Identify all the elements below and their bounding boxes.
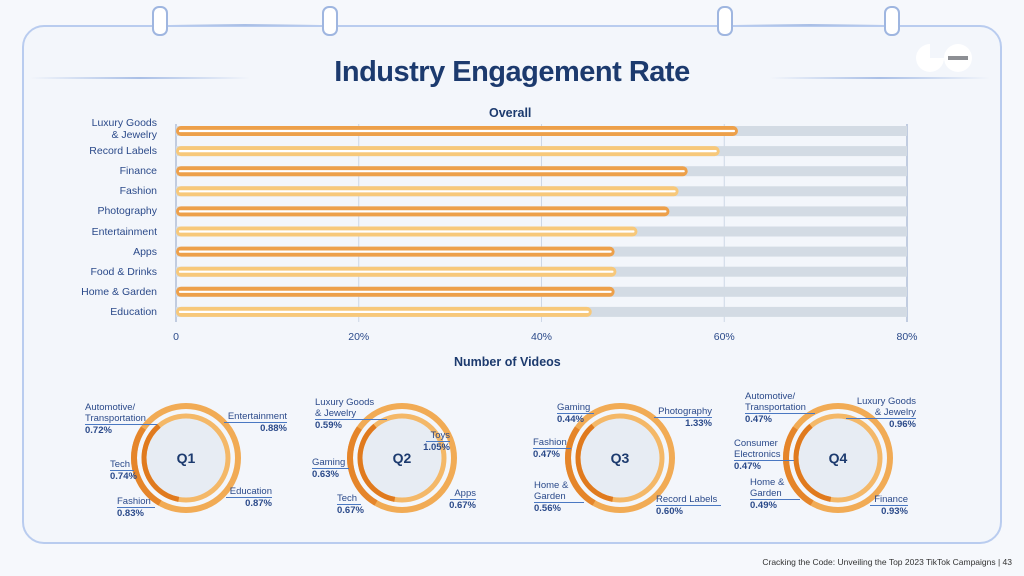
donut-label: Gaming 0.63% bbox=[312, 457, 350, 480]
category-label: Food & Drinks bbox=[90, 266, 157, 278]
donut-center-label: Q3 bbox=[611, 450, 630, 466]
donut-label: Consumer Electronics 0.47% bbox=[734, 438, 794, 472]
donut-label: Toys 1.05% bbox=[423, 430, 450, 453]
category-label: Entertainment bbox=[92, 226, 157, 238]
binder-ring bbox=[322, 6, 338, 36]
donut-label: Apps 0.67% bbox=[449, 488, 476, 511]
category-label: Education bbox=[110, 306, 157, 318]
donut-segment bbox=[575, 423, 614, 502]
donut-segment bbox=[131, 426, 162, 506]
donut-label: Entertainment 0.88% bbox=[205, 411, 287, 434]
binder-ring bbox=[884, 6, 900, 36]
donut-segment bbox=[565, 426, 596, 506]
brand-logo bbox=[916, 44, 972, 72]
footer-text: Cracking the Code: Unveiling the Top 202… bbox=[762, 557, 1012, 567]
category-label-line: Finance bbox=[119, 165, 157, 178]
category-label: Home & Garden bbox=[81, 286, 157, 298]
donut-section-title: Number of Videos bbox=[454, 355, 561, 369]
donut-label: Luxury Goods & Jewelry 0.96% bbox=[846, 396, 916, 430]
category-label: Apps bbox=[133, 246, 157, 258]
page-title: Industry Engagement Rate bbox=[334, 56, 690, 88]
donut-label: Tech 0.67% bbox=[337, 493, 364, 516]
donut-center-label: Q2 bbox=[393, 450, 412, 466]
donut-center-label: Q4 bbox=[829, 450, 848, 466]
donut-label: Finance 0.93% bbox=[858, 494, 908, 517]
divider bbox=[770, 77, 990, 79]
divider bbox=[735, 24, 885, 26]
category-label-line: Photography bbox=[97, 205, 157, 218]
category-label: Photography bbox=[97, 205, 157, 217]
donut-label: Record Labels 0.60% bbox=[656, 494, 722, 517]
category-label-line: Home & Garden bbox=[81, 285, 157, 298]
category-label-line: & Jewelry bbox=[111, 129, 157, 141]
x-tick-label: 60% bbox=[713, 331, 735, 343]
x-tick-label: 20% bbox=[348, 331, 370, 343]
donut-label: Fashion 0.47% bbox=[533, 437, 571, 460]
category-label: Record Labels bbox=[89, 145, 157, 157]
donut-segment bbox=[793, 423, 832, 502]
category-label-line: Entertainment bbox=[91, 225, 157, 238]
category-label: Fashion bbox=[120, 185, 157, 197]
donut-label: Home & Garden 0.56% bbox=[534, 480, 584, 514]
category-label: Finance bbox=[120, 165, 157, 177]
donut-label: Home & Garden 0.49% bbox=[750, 477, 800, 511]
category-label: Luxury Goods & Jewelry bbox=[92, 117, 157, 141]
donut-segment bbox=[357, 423, 396, 502]
bar-chart bbox=[175, 124, 908, 322]
donut-label: Education 0.87% bbox=[200, 486, 272, 509]
divider bbox=[170, 24, 320, 26]
donut-segment bbox=[783, 426, 814, 506]
donut-segment bbox=[141, 423, 180, 502]
donut-segment bbox=[347, 426, 378, 506]
category-label-line: Record Labels bbox=[89, 145, 157, 158]
category-label-line: Apps bbox=[133, 245, 157, 258]
donut-center-label: Q1 bbox=[177, 450, 196, 466]
divider bbox=[30, 77, 250, 79]
binder-ring bbox=[717, 6, 733, 36]
category-label-line: Food & Drinks bbox=[90, 265, 157, 278]
donut-label: Gaming 0.44% bbox=[557, 402, 595, 425]
donut-label: Luxury Goods & Jewelry 0.59% bbox=[315, 397, 387, 431]
category-label-line: Fashion bbox=[119, 185, 157, 198]
binder-ring bbox=[152, 6, 168, 36]
donut-label: Automotive/ Transportation 0.72% bbox=[85, 402, 157, 436]
category-label-line: Education bbox=[110, 305, 157, 318]
donut-label: Tech 0.74% bbox=[110, 459, 137, 482]
donut-label: Automotive/ Transportation 0.47% bbox=[745, 391, 815, 425]
donut-label: Photography 1.33% bbox=[640, 406, 712, 429]
x-tick-label: 0 bbox=[173, 331, 179, 343]
x-tick-label: 80% bbox=[896, 331, 918, 343]
x-tick-label: 40% bbox=[530, 331, 553, 343]
category-label-line: Luxury Goods bbox=[91, 117, 157, 129]
bar-chart-title: Overall bbox=[489, 106, 532, 120]
donut-label: Fashion 0.83% bbox=[117, 496, 155, 519]
